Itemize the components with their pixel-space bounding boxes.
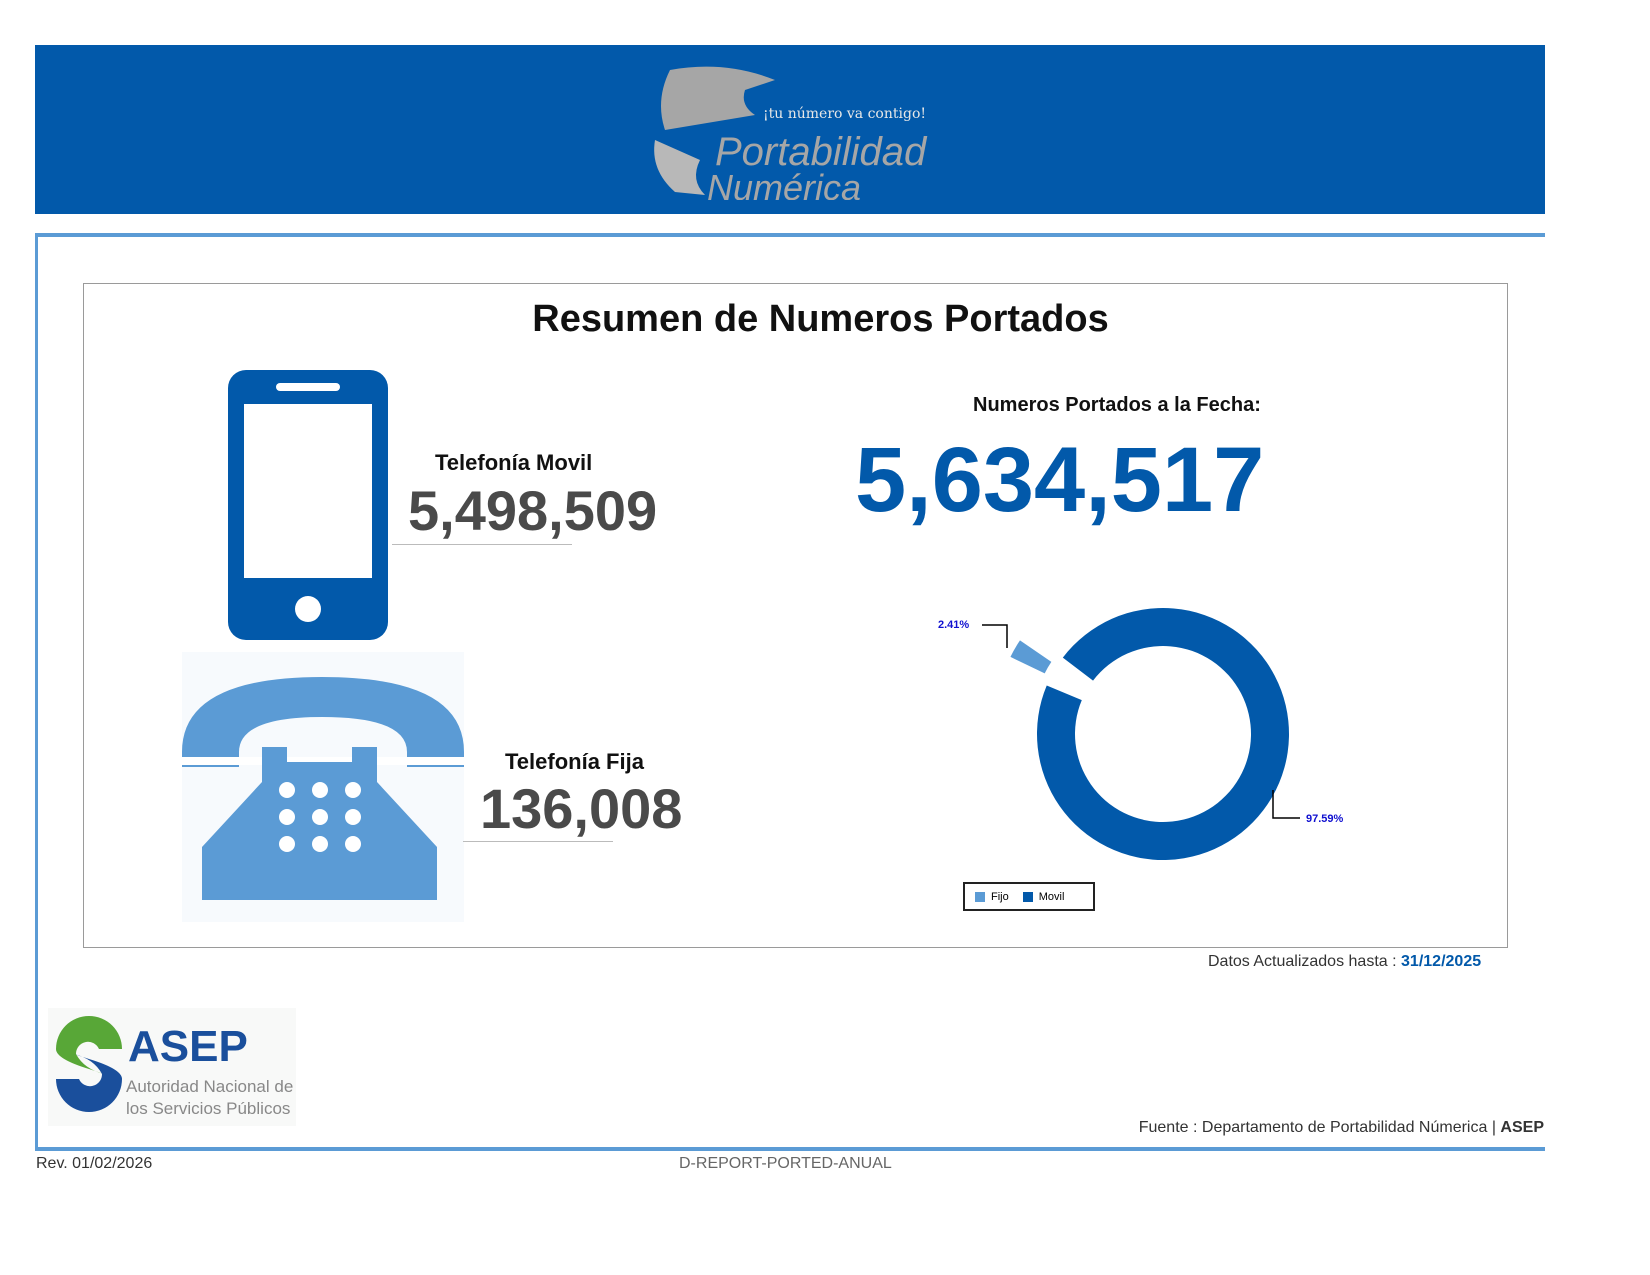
- asep-subtitle: Autoridad Nacional de los Servicios Públ…: [126, 1076, 293, 1120]
- updated-note: Datos Actualizados hasta : 31/12/2025: [1208, 953, 1481, 971]
- source-text: Fuente : Departamento de Portabilidad Nú…: [1138, 1119, 1496, 1136]
- fija-label: Telefonía Fija: [505, 749, 644, 774]
- asep-s-icon: [56, 1016, 122, 1112]
- asep-sub1: Autoridad Nacional de: [126, 1077, 294, 1096]
- asep-logo: ASEP Autoridad Nacional de los Servicios…: [48, 1008, 296, 1126]
- asep-sub2: los Servicios Públicos: [126, 1099, 291, 1118]
- header-banner: ¡tu número va contigo! Portabilidad Numé…: [35, 45, 1545, 214]
- portabilidad-logo: ¡tu número va contigo! Portabilidad Numé…: [654, 66, 928, 200]
- updated-label: Datos Actualizados hasta: [1208, 953, 1388, 970]
- landline-phone-icon: [182, 652, 464, 922]
- divider: [463, 841, 613, 842]
- summary-panel: [83, 283, 1508, 948]
- page-title: Resumen de Numeros Portados: [532, 298, 1109, 340]
- asep-wordmark: ASEP: [128, 1022, 248, 1071]
- divider: [392, 544, 572, 545]
- chart-legend: Fijo Movil: [963, 882, 1095, 911]
- movil-value: 5,498,509: [408, 479, 658, 542]
- total-value: 5,634,517: [855, 429, 1265, 531]
- legend-swatch: [975, 891, 985, 902]
- donut-slice-movil: [1037, 608, 1289, 860]
- legend-label: Movil: [1038, 890, 1065, 903]
- mobile-phone-icon: [228, 370, 388, 640]
- source-note: Fuente : Departamento de Portabilidad Nú…: [1139, 1119, 1544, 1137]
- data-label-movil: 97.59%: [1306, 813, 1344, 825]
- data-label-fijo: 2.41%: [938, 619, 969, 631]
- legend-swatch: [1022, 891, 1033, 902]
- total-label: Numeros Portados a la Fecha:: [973, 394, 1261, 416]
- leader-line: [1272, 790, 1300, 819]
- legend-label: Fijo: [991, 890, 1009, 903]
- portability-donut-chart: 2.41% 97.59%: [938, 608, 1344, 860]
- donut-slice-fijo: [1010, 640, 1052, 674]
- svg-text:Numérica: Numérica: [707, 167, 861, 200]
- arrow-icon: [661, 66, 775, 130]
- report-frame: [35, 233, 1545, 1151]
- legend-item-fijo: Fijo: [975, 891, 1009, 903]
- movil-label: Telefonía Movil: [435, 450, 593, 475]
- report-code: D-REPORT-PORTED-ANUAL: [679, 1155, 892, 1172]
- fija-value: 136,008: [480, 777, 683, 840]
- svg-text:¡tu número va contigo!: ¡tu número va contigo!: [763, 106, 926, 122]
- updated-date: 31/12/2025: [1401, 953, 1482, 970]
- svg-text:Portabilidad: Portabilidad: [715, 130, 928, 174]
- revision: Rev. 01/02/2026: [36, 1155, 153, 1172]
- source-org: ASEP: [1500, 1119, 1544, 1136]
- leader-line: [982, 624, 1008, 648]
- separator: :: [1392, 953, 1397, 970]
- legend-item-movil: Movil: [1022, 890, 1065, 903]
